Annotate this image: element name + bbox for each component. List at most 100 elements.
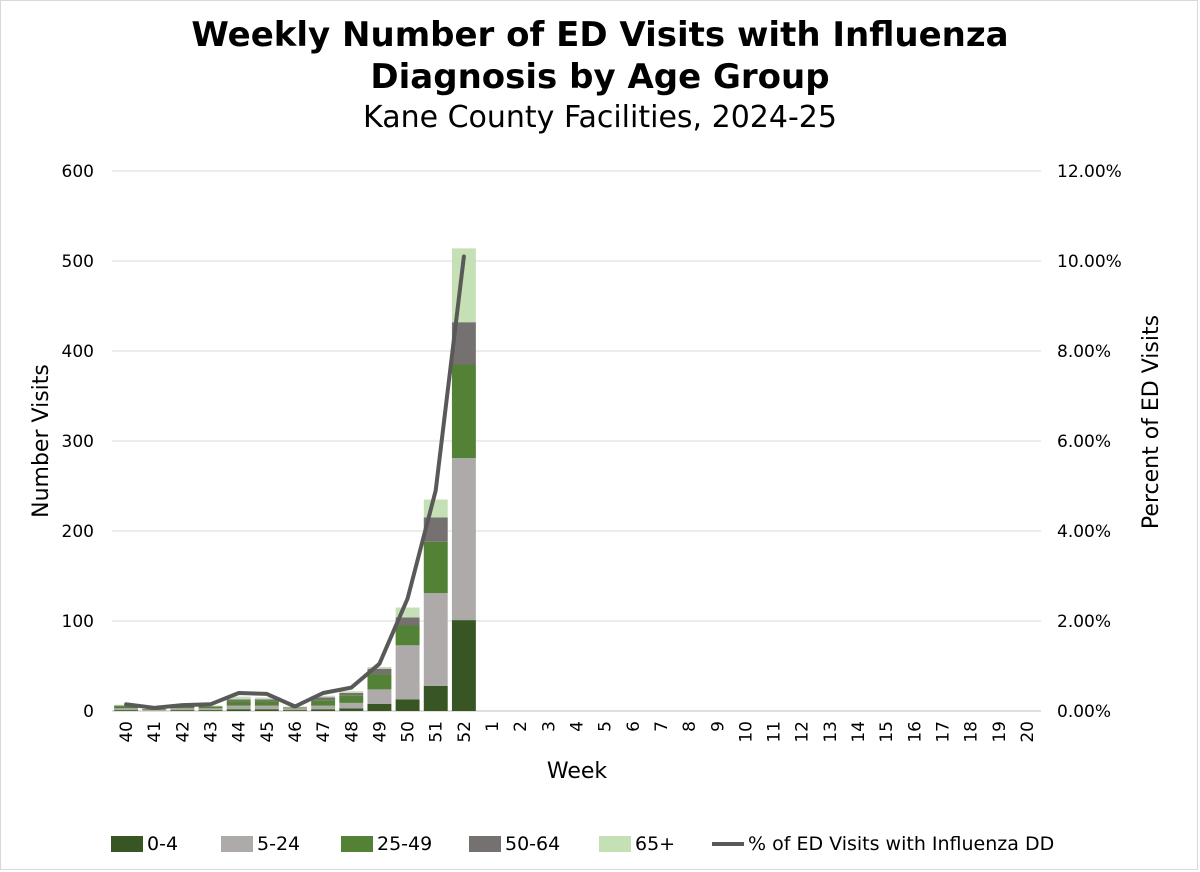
x-tick-label: 12 xyxy=(793,721,813,743)
bar-segment-0-4 xyxy=(311,709,336,711)
x-tick-label: 45 xyxy=(258,721,278,743)
bar-segment-25-49 xyxy=(254,701,279,706)
bar-segment-25-49 xyxy=(367,674,392,690)
bar-segment-5-24 xyxy=(395,645,420,700)
legend-swatch xyxy=(111,836,143,852)
y-tick-label: 500 xyxy=(62,252,94,272)
legend-swatch xyxy=(469,836,501,852)
bar-segment-5-24 xyxy=(423,593,448,686)
bars xyxy=(114,248,476,711)
tick-labels: 0 0.00% 100 2.00% 200 4.00% 300 6.00% 400 8.00% 50… xyxy=(62,162,1122,743)
bar-segment-5-24 xyxy=(142,710,167,711)
y-tick-label: 0 xyxy=(83,702,94,722)
bar-segment-65+ xyxy=(226,696,251,700)
y2-tick-label: 10.00% xyxy=(1057,252,1122,272)
x-tick-label: 6 xyxy=(624,721,644,732)
bar-segment-0-4 xyxy=(451,620,476,711)
bar-segment-0-4 xyxy=(367,703,392,711)
x-tick-label: 40 xyxy=(117,721,137,743)
bar-segment-0-4 xyxy=(423,685,448,711)
legend-label: % of ED Visits with Influenza DD xyxy=(748,833,1055,855)
bar-segment-50-64 xyxy=(254,699,279,702)
legend-item: 50-64 xyxy=(469,830,560,858)
bar-segment-65+ xyxy=(367,666,392,669)
x-tick-label: 43 xyxy=(202,721,222,743)
legend: 0-4 5-24 25-49 50-64 65+ % of ED Visits with … xyxy=(0,830,1200,858)
chart-title: Weekly Number of ED Visits with Influenz… xyxy=(0,14,1200,98)
bar-segment-5-24 xyxy=(170,708,195,711)
y-tick-label: 300 xyxy=(62,432,94,452)
bar-segment-0-4 xyxy=(395,699,420,711)
bar-segment-50-64 xyxy=(451,322,476,365)
bar-segment-65+ xyxy=(254,697,279,700)
bar-segment-25-49 xyxy=(339,695,364,703)
x-tick-label: 3 xyxy=(539,721,559,732)
y-tick-label: 100 xyxy=(62,612,94,632)
bar-segment-25-49 xyxy=(395,625,420,646)
x-tick-label: 7 xyxy=(652,721,672,732)
y-axis-title: Number Visits xyxy=(29,364,54,518)
x-tick-label: 49 xyxy=(370,721,390,743)
bar-segment-50-64 xyxy=(367,668,392,675)
bar-segment-5-24 xyxy=(114,708,139,711)
y2-tick-label: 4.00% xyxy=(1057,522,1111,542)
y-tick-label: 200 xyxy=(62,522,94,542)
legend-label: 25-49 xyxy=(377,833,433,855)
percent-line-layer xyxy=(124,254,466,710)
x-tick-label: 17 xyxy=(933,721,953,743)
bar-segment-65+ xyxy=(311,695,336,698)
bar-segment-5-24 xyxy=(367,689,392,704)
bar-segment-0-4 xyxy=(254,709,279,711)
legend-label: 65+ xyxy=(635,833,676,855)
y2-tick-label: 8.00% xyxy=(1057,342,1111,362)
bar-segment-50-64 xyxy=(311,697,336,701)
x-tick-label: 47 xyxy=(314,721,334,743)
x-tick-label: 48 xyxy=(342,721,362,743)
legend-label: 0-4 xyxy=(147,833,179,855)
x-tick-label: 46 xyxy=(286,721,306,743)
bar-segment-0-4 xyxy=(283,710,307,711)
y2-tick-label: 0.00% xyxy=(1057,702,1111,722)
legend-label: 5-24 xyxy=(257,833,301,855)
y2-tick-label: 6.00% xyxy=(1057,432,1111,452)
legend-swatch xyxy=(341,836,373,852)
x-tick-label: 10 xyxy=(736,721,756,743)
bar-segment-25-49 xyxy=(451,364,476,459)
legend-label: 50-64 xyxy=(505,833,561,855)
legend-item: % of ED Visits with Influenza DD xyxy=(712,830,1054,858)
chart-title-line-2: Diagnosis by Age Group xyxy=(370,57,830,97)
x-tick-label: 4 xyxy=(568,721,588,732)
bar-segment-65+ xyxy=(339,691,364,693)
legend-line-swatch xyxy=(712,842,744,846)
legend-item: 65+ xyxy=(599,830,675,858)
bar-segment-25-49 xyxy=(226,701,251,706)
y2-axis-title: Percent of ED Visits xyxy=(1139,315,1164,529)
x-axis-title: Week xyxy=(547,759,608,784)
x-tick-label: 11 xyxy=(765,721,785,743)
x-tick-label: 18 xyxy=(962,721,982,743)
bar-segment-25-49 xyxy=(311,700,336,706)
bar-segment-50-64 xyxy=(423,517,448,542)
bar-segment-65+ xyxy=(395,607,420,618)
bar-segment-0-4 xyxy=(226,709,251,711)
gridlines xyxy=(112,170,1041,712)
x-tick-label: 9 xyxy=(708,721,728,732)
x-tick-label: 13 xyxy=(821,721,841,743)
chart-subtitle: Kane County Facilities, 2024-25 xyxy=(363,100,837,135)
legend-swatch xyxy=(221,836,253,852)
y2-tick-label: 12.00% xyxy=(1057,162,1122,182)
bar-segment-0-4 xyxy=(114,710,139,711)
y-tick-label: 400 xyxy=(62,342,94,362)
bar-segment-5-24 xyxy=(198,708,223,711)
x-tick-label: 2 xyxy=(511,721,531,732)
x-tick-label: 50 xyxy=(399,721,419,743)
x-tick-label: 52 xyxy=(455,721,475,743)
bar-segment-50-64 xyxy=(339,693,364,696)
bar-segment-0-4 xyxy=(339,708,364,711)
bar-segment-25-49 xyxy=(423,541,448,594)
legend-item: 5-24 xyxy=(221,830,300,858)
bar-segment-5-24 xyxy=(254,705,279,710)
x-tick-label: 20 xyxy=(1018,721,1038,743)
